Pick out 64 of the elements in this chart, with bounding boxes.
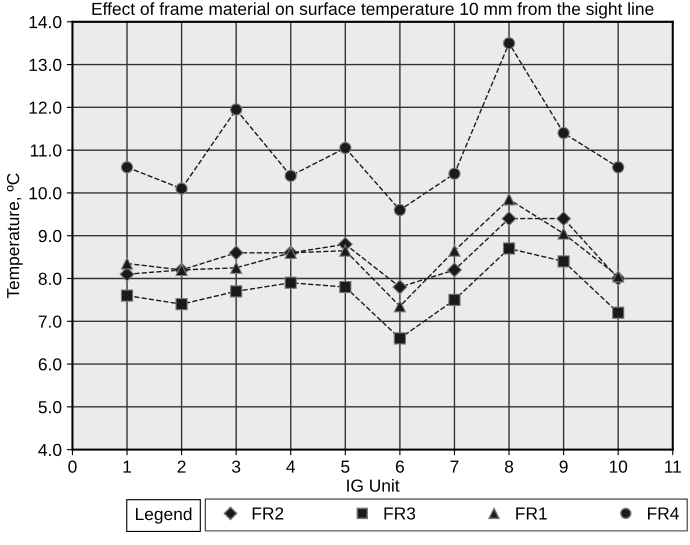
point: [175, 182, 188, 195]
point: [394, 332, 406, 344]
y-tick-label: 4.0: [38, 444, 62, 456]
point: [284, 170, 297, 182]
point: [175, 298, 188, 310]
legend-label: FR3: [384, 507, 416, 520]
point: [339, 280, 352, 294]
point: [557, 126, 570, 140]
point: [612, 270, 624, 282]
legend-label: FR4: [648, 508, 679, 520]
point: [448, 294, 461, 306]
point: [230, 262, 242, 274]
y-tick-label: 5.0: [38, 401, 62, 414]
point: [612, 161, 624, 174]
point: [502, 242, 516, 255]
x-tick-label: 4: [286, 460, 296, 473]
y-tick-label: 8.0: [38, 272, 62, 285]
x-tick-label: 6: [396, 460, 404, 473]
point: [339, 244, 352, 257]
y-tick-label: 11.0: [30, 144, 62, 157]
y-tick-label: 10.0: [30, 187, 62, 200]
point: [394, 204, 406, 216]
legend-title: Legend: [136, 507, 192, 524]
point: [448, 244, 461, 257]
point: [612, 306, 624, 319]
chart-title: Effect of frame material on surface temperature 10 mm from the sight line: [92, 2, 654, 18]
point: [448, 168, 461, 180]
point: [339, 142, 352, 154]
point: [392, 280, 408, 294]
point: [557, 255, 570, 268]
point: [230, 103, 242, 116]
x-tick-label: 10: [610, 460, 628, 473]
point: [284, 276, 297, 289]
y-tick-label: 6.0: [38, 358, 62, 371]
point: [120, 257, 134, 270]
point: [502, 37, 516, 50]
x-tick-label: 9: [560, 460, 568, 473]
x-tick-label: 1: [124, 460, 132, 473]
legend-label: FR1: [516, 508, 547, 520]
legend-label: FR2: [252, 507, 284, 520]
point: [556, 211, 572, 226]
y-tick-label: 13.0: [30, 58, 62, 72]
x-axis-title: IG Unit: [347, 479, 400, 492]
point: [394, 300, 406, 312]
point: [557, 227, 570, 240]
point: [502, 211, 516, 226]
y-tick-label: 12.0: [30, 102, 62, 114]
x-tick-label: 2: [178, 460, 186, 473]
x-tick-label: 5: [341, 460, 350, 473]
x-tick-label: 11: [665, 460, 681, 473]
y-axis-title: Temperature, ºC: [6, 173, 23, 298]
x-tick-label: 0: [68, 460, 77, 473]
x-tick-label: 7: [450, 460, 458, 473]
point: [120, 290, 134, 302]
y-tick-label: 14.0: [30, 16, 62, 28]
point: [502, 193, 516, 206]
point: [447, 262, 462, 278]
y-tick-label: 9.0: [38, 230, 62, 242]
point: [228, 245, 244, 260]
x-tick-label: 8: [504, 460, 514, 473]
point: [230, 285, 242, 298]
y-tick-label: 7.0: [38, 315, 62, 328]
x-tick-label: 3: [232, 460, 240, 473]
point: [120, 161, 134, 174]
